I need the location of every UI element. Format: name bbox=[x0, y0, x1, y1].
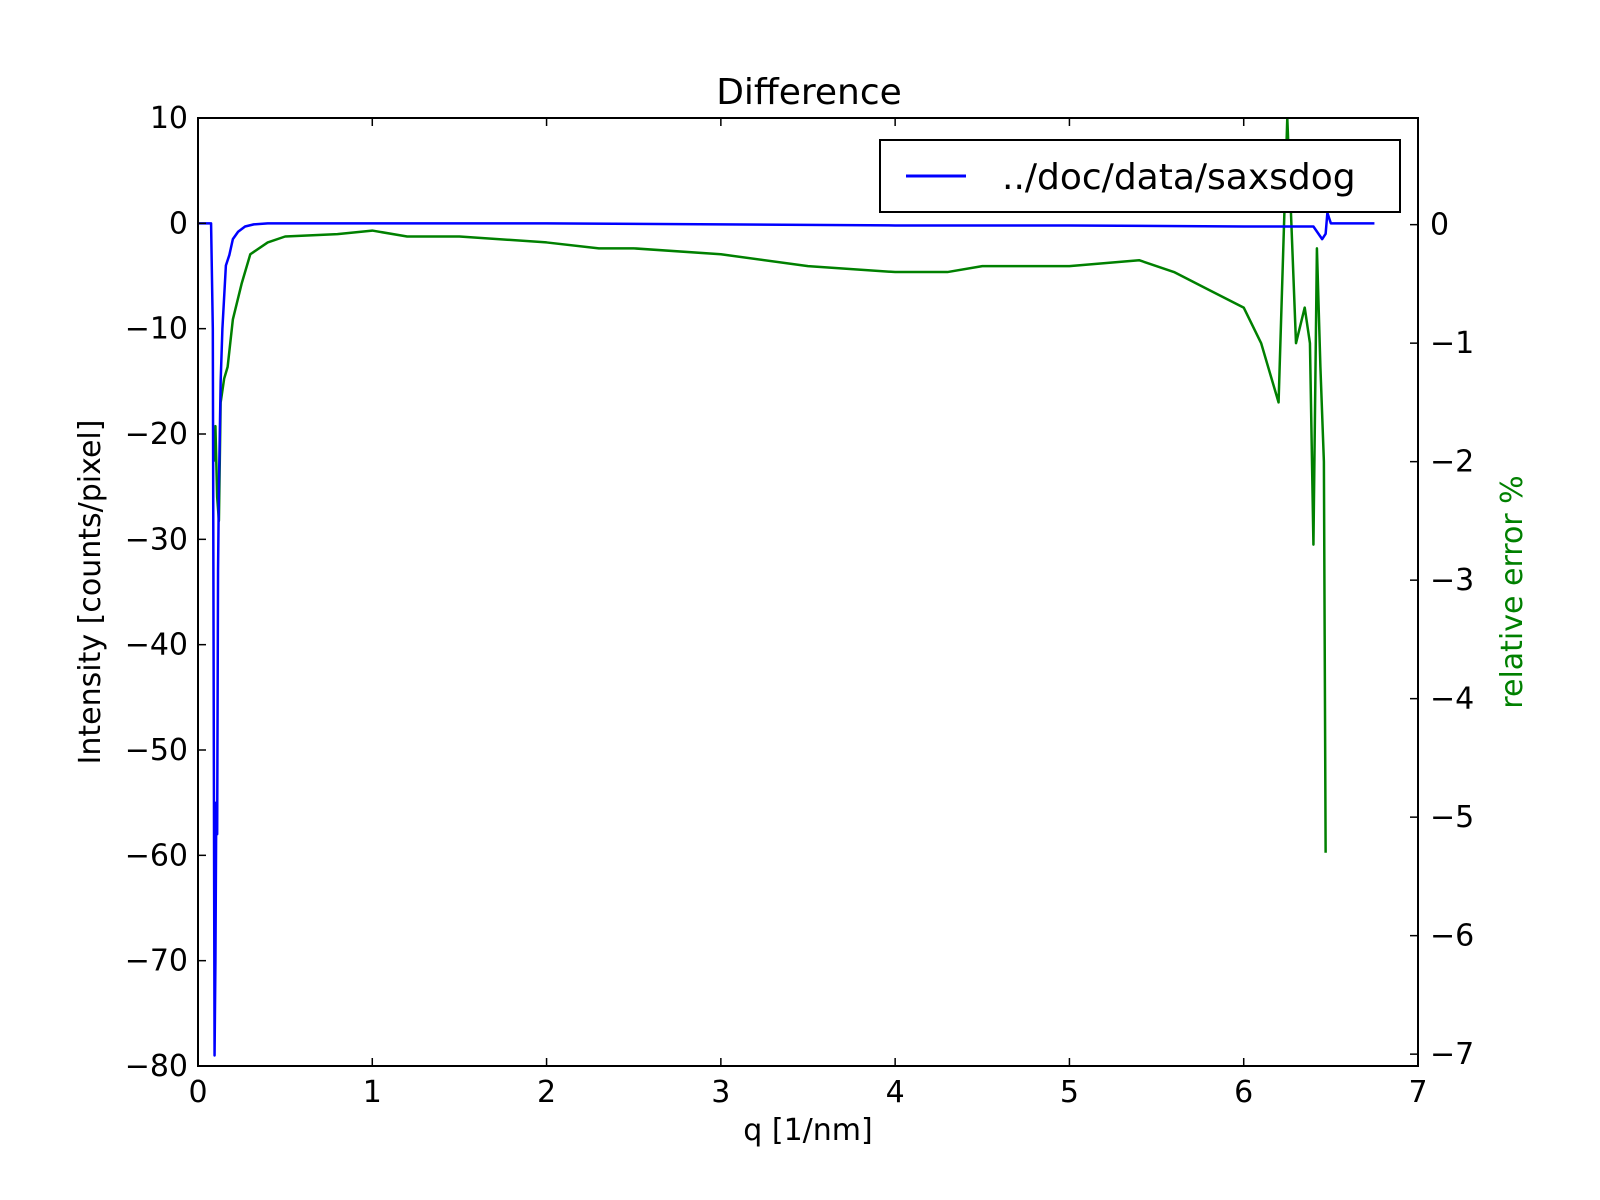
x-tick-label: 0 bbox=[188, 1075, 207, 1110]
x-tick-label: 2 bbox=[537, 1075, 556, 1110]
y-tick-label: 10 bbox=[150, 101, 188, 136]
y2-tick-label: 0 bbox=[1430, 208, 1449, 243]
y-tick-label: 0 bbox=[169, 206, 188, 241]
x-axis-label: q [1/nm] bbox=[743, 1113, 872, 1148]
y-tick-label: −40 bbox=[125, 628, 188, 663]
x-tick-label: 7 bbox=[1408, 1075, 1427, 1110]
x-tick-label: 5 bbox=[1060, 1075, 1079, 1110]
y2-tick-label: −3 bbox=[1430, 563, 1474, 598]
legend-box bbox=[879, 139, 1401, 213]
legend-label-intensity: ../doc/data/saxsdog bbox=[1002, 157, 1356, 198]
x-tick-label: 4 bbox=[886, 1075, 905, 1110]
y2-tick-label: −2 bbox=[1430, 445, 1474, 480]
tick-layer: 0 1 2 3 4 5 6 7100−10−20−30−40−50−60−70−800−1−2… bbox=[125, 101, 1475, 1110]
y-axis-label: Intensity [counts/pixel] bbox=[73, 420, 108, 765]
y2-tick-label: −6 bbox=[1430, 919, 1474, 954]
y-tick-label: −20 bbox=[125, 417, 188, 452]
y-tick-label: −60 bbox=[125, 838, 188, 873]
x-tick-label: 6 bbox=[1234, 1075, 1253, 1110]
y-tick-label: −10 bbox=[125, 312, 188, 347]
series-line-relative-error bbox=[212, 118, 1327, 853]
y-tick-label: −70 bbox=[125, 944, 188, 979]
y2-tick-label: −5 bbox=[1430, 800, 1474, 835]
y2-tick-label: −1 bbox=[1430, 326, 1474, 361]
y2-tick-label: −7 bbox=[1430, 1037, 1474, 1072]
y-tick-label: −50 bbox=[125, 733, 188, 768]
plot-area bbox=[198, 118, 1375, 1057]
plot-frame bbox=[197, 117, 1419, 1067]
x-tick-label: 3 bbox=[711, 1075, 730, 1110]
y-tick-label: −30 bbox=[125, 522, 188, 557]
series-line-intensity bbox=[198, 211, 1375, 1057]
y2-tick-label: −4 bbox=[1430, 682, 1474, 717]
y2-axis-label: relative error % bbox=[1495, 475, 1530, 708]
y-tick-label: −80 bbox=[125, 1049, 188, 1084]
x-tick-label: 1 bbox=[363, 1075, 382, 1110]
legend: ../doc/data/saxsdog bbox=[879, 139, 1401, 213]
chart-title: Difference bbox=[716, 72, 902, 113]
